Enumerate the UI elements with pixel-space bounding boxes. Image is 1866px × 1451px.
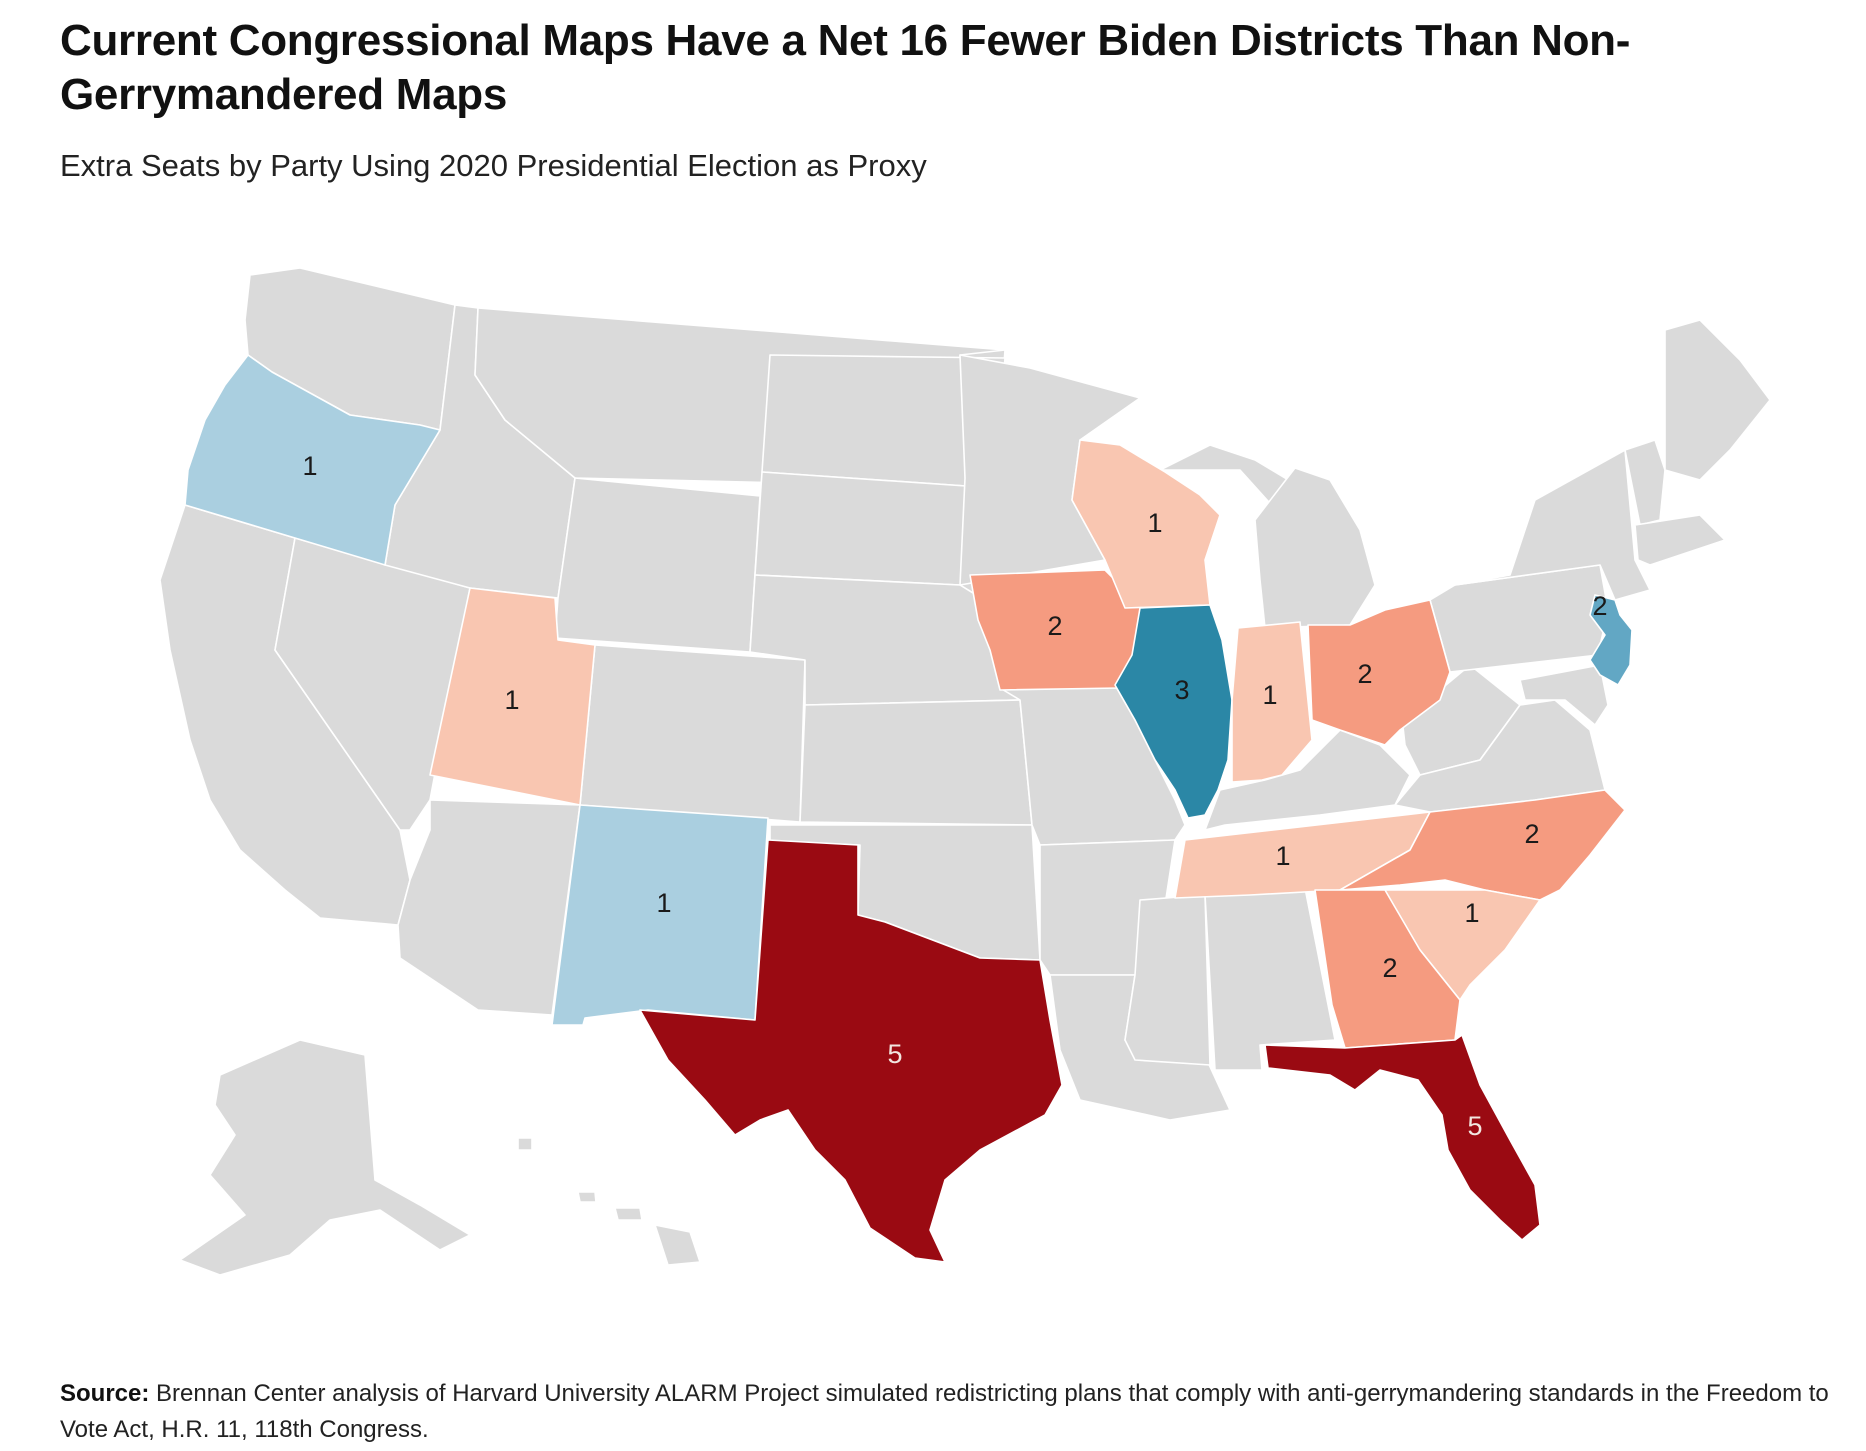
seat-label-ut: 1 bbox=[504, 685, 519, 715]
seat-label-wi: 1 bbox=[1147, 508, 1162, 538]
state-vt-nh bbox=[1624, 439, 1666, 526]
state-fl bbox=[1264, 1034, 1541, 1241]
state-ks bbox=[799, 699, 1033, 826]
colored-states bbox=[184, 354, 1633, 1263]
seat-label-oh: 2 bbox=[1357, 659, 1372, 689]
chart-subtitle: Extra Seats by Party Using 2020 Presiden… bbox=[60, 148, 927, 183]
state-tx bbox=[639, 839, 1063, 1263]
seat-label-il: 3 bbox=[1174, 675, 1189, 705]
state-wi bbox=[1071, 439, 1221, 609]
state-mi-lower bbox=[1254, 467, 1376, 629]
state-ny bbox=[1454, 449, 1651, 601]
state-nm bbox=[551, 804, 769, 1026]
seat-label-ga: 2 bbox=[1382, 953, 1397, 983]
state-ma-ct-ri bbox=[1634, 514, 1726, 566]
state-hi bbox=[654, 1224, 701, 1266]
seat-label-in: 1 bbox=[1262, 680, 1277, 710]
seat-label-or: 1 bbox=[302, 451, 317, 481]
state-pa bbox=[1429, 564, 1609, 673]
state-al bbox=[1204, 887, 1336, 1071]
source-note: Source: Brennan Center analysis of Harva… bbox=[60, 1376, 1850, 1448]
state-labels: 1 1 1 5 2 1 3 1 2 1 2 1 2 5 2 bbox=[302, 451, 1607, 1141]
seat-label-nm: 1 bbox=[656, 888, 671, 918]
state-co bbox=[579, 644, 806, 823]
state-nj bbox=[1589, 594, 1633, 686]
seat-label-fl: 5 bbox=[1467, 1111, 1482, 1141]
seat-label-nc: 2 bbox=[1524, 819, 1539, 849]
state-wy bbox=[554, 477, 761, 653]
source-text: Brennan Center analysis of Harvard Unive… bbox=[60, 1380, 1829, 1443]
state-hi3 bbox=[577, 1191, 597, 1203]
chart-title: Current Congressional Maps Have a Net 16… bbox=[60, 16, 1631, 119]
seat-label-ia: 2 bbox=[1047, 611, 1062, 641]
seat-label-sc: 1 bbox=[1464, 898, 1479, 928]
state-il bbox=[1114, 604, 1233, 819]
source-label: Source: bbox=[60, 1380, 150, 1407]
state-oh bbox=[1307, 599, 1451, 746]
state-me bbox=[1664, 319, 1771, 481]
state-ky bbox=[1204, 729, 1411, 831]
seat-label-nj: 2 bbox=[1592, 591, 1607, 621]
state-hi2 bbox=[614, 1207, 643, 1221]
state-in bbox=[1231, 621, 1313, 783]
state-ut bbox=[429, 587, 596, 806]
seat-label-tx: 5 bbox=[887, 1039, 902, 1069]
state-ak bbox=[179, 1039, 471, 1276]
state-or bbox=[184, 354, 441, 566]
state-az bbox=[397, 799, 581, 1016]
seat-label-tn: 1 bbox=[1275, 841, 1290, 871]
state-ga bbox=[1314, 889, 1461, 1049]
state-hi4 bbox=[517, 1137, 533, 1151]
